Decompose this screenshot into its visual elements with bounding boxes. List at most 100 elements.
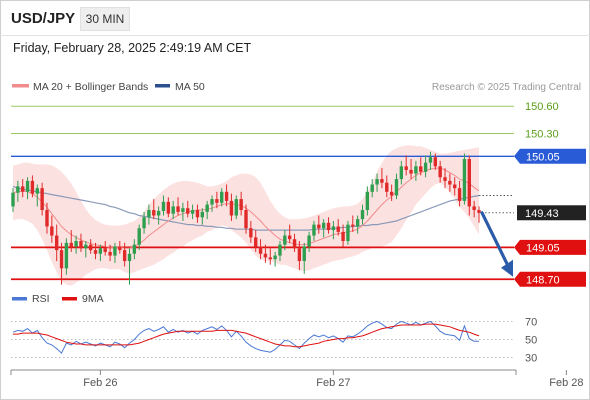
candle-body — [433, 157, 438, 167]
candle-body — [467, 159, 471, 207]
legend-ma50-label: MA 50 — [175, 81, 205, 93]
level-label-150-60: 150.60 — [525, 101, 559, 113]
candle-body — [258, 246, 263, 254]
projection-arrow-head — [501, 259, 513, 277]
candle-body — [380, 179, 384, 183]
candle-body — [132, 244, 137, 254]
datetime-label: Friday, February 28, 2025 2:49:19 AM CET — [13, 41, 252, 55]
candle-body — [360, 210, 365, 220]
candle-body — [45, 210, 49, 227]
candle-body — [457, 188, 462, 201]
candle-body — [69, 242, 73, 247]
candle-body — [224, 191, 229, 201]
candle-body — [423, 162, 428, 172]
candle-body — [278, 244, 282, 256]
candle-body — [399, 166, 404, 180]
candle-body — [156, 210, 161, 216]
legend-rsi-swatch — [12, 297, 27, 301]
candle-body — [54, 235, 59, 251]
candle-body — [190, 210, 195, 214]
candle-body — [317, 224, 321, 229]
legend-9ma-swatch — [62, 297, 77, 301]
candle-body — [229, 200, 234, 216]
candle-body — [98, 248, 103, 254]
level-tag-149-05 — [514, 239, 586, 255]
candle-body — [113, 246, 117, 256]
candle-body — [453, 184, 457, 189]
candle-body — [220, 191, 224, 203]
legend-ma20-label: MA 20 + Bollinger Bands — [33, 81, 148, 93]
candle-body — [365, 191, 370, 211]
candle-body — [25, 180, 30, 192]
candle-body — [273, 255, 277, 260]
candle-body — [234, 199, 238, 216]
x-tick-label: Feb 28 — [549, 377, 583, 389]
candle-body — [171, 206, 175, 214]
candle-body — [438, 166, 442, 178]
candle-body — [64, 242, 69, 269]
candle-body — [268, 257, 272, 260]
candle-body — [283, 235, 287, 245]
candle-body — [205, 204, 209, 212]
candle-body — [477, 210, 481, 213]
last-price-label: 149.43 — [525, 208, 559, 220]
candle-body — [419, 166, 423, 172]
candle-body — [287, 235, 292, 240]
rsi-panel: 70 50 30 — [11, 316, 537, 365]
candle-body — [404, 166, 408, 170]
candle-body — [307, 235, 311, 247]
candle-body — [200, 211, 205, 218]
candle-body — [297, 248, 302, 262]
timeframe-button[interactable]: 30 MIN — [80, 7, 130, 31]
symbol-title: USD/JPY — [11, 10, 76, 27]
candle-body — [215, 199, 219, 203]
level-label-150-05: 150.05 — [526, 151, 560, 163]
candle-body — [443, 177, 447, 181]
candle-body — [88, 244, 93, 251]
candle-body — [16, 186, 20, 193]
candle-body — [355, 219, 360, 227]
candle-body — [302, 246, 306, 262]
candle-body — [462, 159, 467, 201]
rsi-9ma-line — [13, 323, 480, 348]
candle-body — [341, 231, 345, 242]
candle-body — [176, 206, 180, 212]
candle-body — [249, 228, 253, 238]
candle-body — [161, 201, 166, 211]
candle-body — [370, 184, 374, 192]
projection-arrow — [480, 211, 513, 277]
candle-body — [336, 226, 340, 232]
candle-body — [127, 253, 132, 262]
rsi-line — [12, 320, 479, 354]
candle-body — [472, 206, 476, 211]
candle-body — [263, 253, 268, 258]
candle-body — [428, 157, 433, 163]
candle-body — [351, 224, 355, 227]
candle-body — [414, 166, 418, 174]
candle-body — [40, 188, 44, 211]
candle-body — [312, 224, 316, 236]
legend-ma50-swatch — [155, 84, 170, 88]
candle-body — [74, 241, 78, 247]
level-label-149-05: 149.05 — [526, 242, 560, 254]
candle-body — [331, 226, 336, 231]
candle-body — [84, 244, 88, 249]
candle-body — [326, 222, 331, 231]
candle-body — [137, 228, 141, 245]
candle-body — [21, 186, 25, 192]
level-labels: 150.60 150.30 150.05 149.43 149.05 148.70 — [514, 101, 586, 287]
candle-body — [195, 210, 200, 218]
rsi-tick-70: 70 — [525, 316, 537, 328]
candle-body — [186, 208, 190, 214]
candle-body — [30, 180, 35, 194]
x-tick-label: Feb 27 — [316, 377, 350, 389]
candle-body — [321, 222, 326, 229]
legend-rsi-label: RSI — [32, 293, 50, 305]
candle-body — [79, 241, 83, 249]
last-price-tag — [517, 205, 586, 221]
candle-body — [375, 179, 379, 185]
candle-body — [118, 246, 122, 251]
candle-body — [210, 199, 214, 205]
x-tick-label: Feb 26 — [83, 377, 117, 389]
